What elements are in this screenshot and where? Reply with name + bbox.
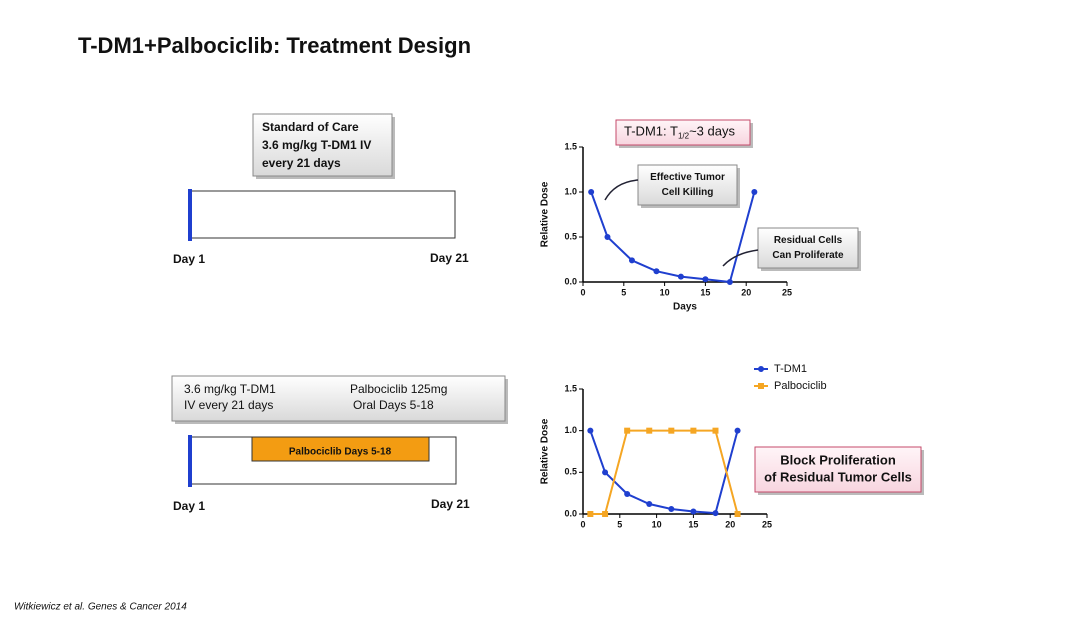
header-box [615,119,751,146]
bar-label: Palbociclib Days 5-18 [289,447,392,458]
x-tick-label: 5 [617,519,622,529]
box-line: 3.6 mg/kg T-DM1 [184,382,276,396]
series-line [590,191,756,284]
y-tick-label: 1.0 [564,425,577,435]
point [677,273,684,280]
timeline [188,190,456,239]
header-subscript: 1/2 [678,132,690,141]
annotation-box [754,446,922,493]
x-axis-label: Days [673,302,697,313]
point [624,491,631,497]
y-axis-label: Relative Dose [540,418,551,484]
point [751,189,758,195]
day-label: Day 1 [173,252,205,266]
point [690,508,697,515]
x-tick-label: 15 [700,287,710,297]
x-tick-label: 5 [621,287,626,297]
day-label: Day 1 [173,499,205,513]
box-line: Oral Days 5-18 [353,398,434,412]
y-tick-label: 1.5 [564,141,577,151]
x-tick-label: 20 [741,287,751,297]
y-tick-label: 0.0 [564,508,577,518]
box-line: 3.6 mg/kg T-DM1 IV [262,138,371,152]
x-tick-label: 15 [688,519,698,529]
x-tick-label: 10 [652,519,662,529]
annotation-box [757,227,859,269]
chart: 0.0 0.5 1.0 1.5 0 5 10 15 20 25 Relative Dose Days T… [540,119,861,313]
point [587,511,594,517]
annotation-box [637,164,738,206]
series-line [589,430,739,515]
annotation-line: Can Proliferate [772,250,844,261]
point [734,511,741,517]
day-label: Day 21 [431,497,470,511]
dose-marker [188,189,192,241]
point [668,427,675,434]
annotation-arrow [722,249,759,267]
legend-label: Palbociclib [774,380,827,392]
x-tick-label: 10 [660,287,670,297]
x-tick-label: 0 [580,287,585,297]
point [588,189,595,195]
point [653,268,660,275]
info-box [252,113,393,177]
annotation-line: Effective Tumor [650,172,725,183]
box-line: Standard of Care [262,120,359,134]
x-tick-label: 25 [762,519,772,529]
y-tick-label: 0.5 [564,467,577,477]
series-line [590,429,739,515]
point [702,276,709,283]
point [602,511,609,517]
legend-marker [758,383,764,389]
annotation-line: Cell Killing [662,187,714,198]
y-tick-label: 0.0 [564,276,577,286]
point [668,506,675,512]
y-tick-label: 1.0 [564,186,577,196]
x-tick-label: 25 [782,287,792,297]
header-suffix: ~3 days [689,124,735,139]
x-tick-label: 20 [725,519,735,529]
citation: Witkiewicz et al. Genes & Cancer 2014 [14,602,187,613]
point [587,427,594,434]
point [646,427,653,434]
header-text: T-DM1: T [624,124,678,139]
dose-marker [188,435,192,487]
point [712,427,719,434]
palbociclib-bar [251,436,430,462]
chart: 0.0 0.5 1.0 1.5 0 5 10 15 20 25 Relative Dose T-DM1… [540,363,924,529]
point [690,427,697,434]
info-box [171,375,506,422]
annotation-line: Residual Cells [774,235,843,246]
slide-title: T-DM1+Palbociclib: Treatment Design [78,33,471,58]
annotation-line: of Residual Tumor Cells [764,469,912,484]
legend-marker [758,366,764,372]
box-line: IV every 21 days [184,398,273,412]
y-axis-label: Relative Dose [540,181,551,247]
box-line: every 21 days [262,156,341,170]
point [604,234,611,240]
x-tick-label: 0 [580,519,585,529]
point [602,469,609,476]
y-tick-label: 0.5 [564,231,577,241]
point [628,257,635,264]
point [646,501,653,507]
point [726,279,733,285]
legend-label: T-DM1 [774,363,807,375]
day-label: Day 21 [430,251,469,265]
y-tick-label: 1.5 [564,383,577,393]
annotation-line: Block Proliferation [780,452,896,467]
point [624,427,631,434]
header: T-DM1: T1/2~3 days [624,124,735,141]
point [712,510,719,517]
box-line: Palbociclib 125mg [350,382,447,396]
annotation-arrow [604,179,639,201]
point [734,427,741,434]
